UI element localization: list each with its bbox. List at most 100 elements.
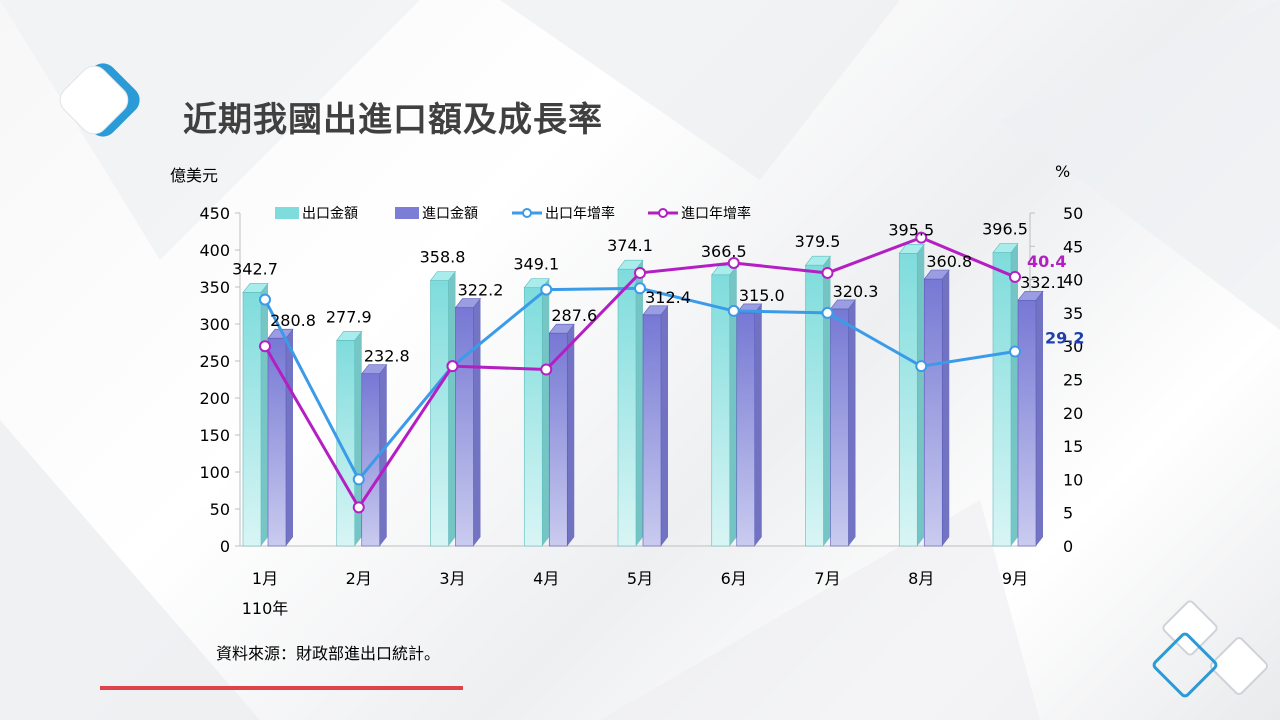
x-tick-label: 9月 [1002, 569, 1028, 588]
legend-label: 出口年增率 [545, 205, 615, 222]
left-tick-label: 300 [199, 315, 230, 334]
import-rate-point [259, 340, 271, 353]
export-value-label: 277.9 [326, 307, 372, 326]
export-bar [804, 255, 832, 547]
right-tick-label: 30 [1063, 337, 1083, 356]
export-value-label: 396.5 [982, 220, 1028, 239]
import-bar [1017, 290, 1044, 547]
legend-label: 出口金額 [302, 206, 358, 222]
export-bar-front [992, 252, 1012, 547]
import-bar [642, 305, 669, 547]
export-value-label: 395.5 [888, 220, 934, 239]
decorative-diamonds-icon [1152, 600, 1269, 698]
export-bar-front [805, 264, 824, 547]
left-tick-label: 350 [199, 278, 230, 297]
export-bar-front [242, 292, 262, 547]
legend-swatch [395, 207, 419, 219]
import-value-label: 287.6 [551, 306, 597, 325]
right-tick-label: 10 [1063, 470, 1083, 489]
import-bar-side [848, 299, 856, 546]
right-tick-label: 15 [1063, 437, 1083, 456]
left-tick-label: 0 [220, 537, 230, 556]
import-rate-point [1009, 270, 1021, 283]
import-bar [829, 299, 857, 547]
accent-divider [100, 686, 463, 690]
import-value-label: 332.1 [1020, 273, 1066, 292]
import-rate-point [352, 501, 365, 514]
export-rate-label: 29.2 [1045, 329, 1084, 348]
import-value-label: 312.4 [645, 288, 691, 307]
export-rate-point [1009, 345, 1021, 358]
legend-swatch-point [658, 208, 668, 218]
import-rate-point [540, 363, 553, 376]
x-tick-label: 2月 [346, 569, 372, 588]
export-rate-point [821, 306, 834, 319]
import-bar-front [1017, 299, 1037, 547]
right-tick-label: 0 [1063, 537, 1073, 556]
export-bar [336, 331, 363, 547]
export-bar-front [523, 287, 543, 547]
export-bar-front [711, 274, 731, 547]
page-title: 近期我國出進口額及成長率 [183, 100, 603, 140]
import-bar-side [661, 305, 668, 546]
import-rate-point [915, 231, 928, 244]
import-bar-front [455, 307, 474, 547]
export-bar-side [823, 256, 831, 546]
import-value-label: 232.8 [364, 347, 410, 366]
import-bar-side [286, 329, 293, 546]
import-value-label: 360.8 [926, 252, 972, 271]
right-tick-label: 45 [1063, 237, 1083, 256]
export-bar-side [729, 265, 737, 546]
x-tick-label: 3月 [439, 569, 465, 588]
import-rate-point [446, 360, 459, 373]
export-bar [429, 271, 457, 547]
legend-swatch [275, 207, 299, 219]
import-bar [548, 323, 575, 547]
export-bar [523, 278, 550, 547]
left-tick-label: 200 [199, 389, 230, 408]
import-bar-side [473, 298, 481, 546]
export-bar [711, 265, 738, 547]
right-tick-label: 25 [1063, 371, 1083, 390]
export-rate-point [915, 360, 928, 373]
export-bar-front [617, 268, 637, 547]
import-bar-side [942, 270, 950, 546]
x-tick-label: 5月 [627, 569, 653, 588]
right-tick-label: 40 [1063, 271, 1083, 290]
left-axis-unit: 億美元 [170, 166, 219, 185]
import-bar-front [923, 278, 943, 547]
export-bar-side [261, 283, 268, 546]
left-tick-label: 50 [210, 500, 230, 519]
export-value-label: 374.1 [607, 236, 653, 255]
import-bar [361, 364, 388, 547]
export-rate-point [352, 473, 365, 486]
export-rate-point [634, 282, 646, 295]
export-value-label: 366.5 [701, 242, 747, 261]
export-bar-front [430, 280, 449, 547]
left-tick-label: 400 [199, 241, 230, 260]
x-tick-label: 4月 [533, 569, 559, 588]
export-rate-point [540, 283, 553, 296]
import-bar-side [754, 303, 762, 546]
right-tick-label: 50 [1063, 204, 1083, 223]
import-rate-point [634, 266, 646, 279]
logo-diamond-icon [59, 63, 140, 137]
import-value-label: 315.0 [739, 286, 785, 305]
import-bar [454, 298, 482, 547]
x-tick-label: 8月 [908, 569, 934, 588]
import-bar-side [1036, 291, 1043, 546]
legend-label: 進口年增率 [681, 205, 751, 222]
right-tick-label: 20 [1063, 404, 1083, 423]
export-bar-side [354, 331, 362, 546]
export-bar-front [898, 253, 918, 547]
export-value-label: 342.7 [232, 259, 278, 278]
import-rate-point [821, 266, 834, 279]
import-bar-front [642, 314, 662, 547]
right-tick-label: 5 [1063, 504, 1073, 523]
import-bar-side [567, 324, 575, 546]
export-bar [617, 259, 644, 547]
x-tick-label: 7月 [814, 569, 840, 588]
import-bar [736, 303, 763, 547]
import-value-label: 322.2 [458, 281, 504, 300]
